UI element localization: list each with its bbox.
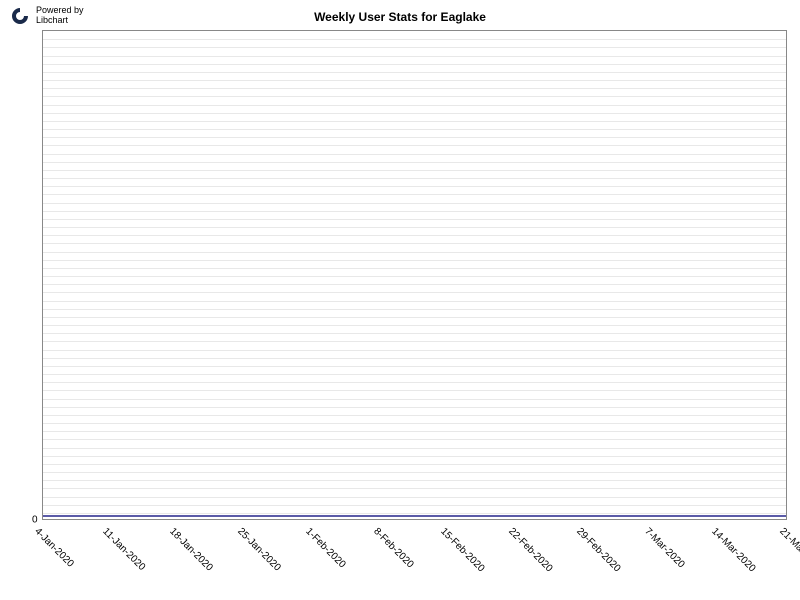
grid-line <box>43 390 786 391</box>
grid-line <box>43 301 786 302</box>
data-line <box>43 515 786 517</box>
grid-line <box>43 407 786 408</box>
grid-line <box>43 284 786 285</box>
x-tick-label: 25-Jan-2020 <box>235 526 282 573</box>
grid-line <box>43 80 786 81</box>
x-tick-label: 11-Jan-2020 <box>100 526 147 573</box>
grid-line <box>43 488 786 489</box>
grid-line <box>43 178 786 179</box>
grid-line <box>43 505 786 506</box>
logo-block: Powered by Libchart <box>10 6 84 26</box>
grid-line <box>43 513 786 514</box>
grid-line <box>43 366 786 367</box>
grid-line <box>43 480 786 481</box>
grid-line <box>43 317 786 318</box>
grid-line <box>43 423 786 424</box>
libchart-logo-icon <box>10 6 30 26</box>
x-tick-label: 1-Feb-2020 <box>303 526 347 570</box>
grid-line <box>43 431 786 432</box>
x-tick-label: 18-Jan-2020 <box>168 526 215 573</box>
plot-container <box>42 30 787 520</box>
grid-line <box>43 72 786 73</box>
logo-libname: Libchart <box>36 16 84 26</box>
grid-line <box>43 96 786 97</box>
grid-line <box>43 39 786 40</box>
grid-line <box>43 219 786 220</box>
grid-line <box>43 341 786 342</box>
grid-line <box>43 464 786 465</box>
grid-line <box>43 382 786 383</box>
grid-line <box>43 88 786 89</box>
x-tick-label: 15-Feb-2020 <box>439 526 487 574</box>
grid-line <box>43 203 786 204</box>
grid-line <box>43 497 786 498</box>
x-tick-label: 8-Feb-2020 <box>371 526 415 570</box>
plot-area <box>42 30 787 520</box>
x-tick-label: 29-Feb-2020 <box>574 526 622 574</box>
grid-line <box>43 358 786 359</box>
grid-line <box>43 399 786 400</box>
grid-line <box>43 162 786 163</box>
grid-line <box>43 227 786 228</box>
grid-line <box>43 64 786 65</box>
grid-line <box>43 170 786 171</box>
grid-line <box>43 448 786 449</box>
x-tick-label: 14-Mar-2020 <box>709 526 757 574</box>
grid-line <box>43 472 786 473</box>
chart-title: Weekly User Stats for Eaglake <box>314 10 486 24</box>
grid-line <box>43 113 786 114</box>
grid-line <box>43 121 786 122</box>
grid-line <box>43 260 786 261</box>
grid-line <box>43 47 786 48</box>
grid-line <box>43 325 786 326</box>
grid-line <box>43 56 786 57</box>
x-labels: 4-Jan-202011-Jan-202018-Jan-202025-Jan-2… <box>42 522 787 592</box>
grid-line <box>43 105 786 106</box>
grid-line <box>43 415 786 416</box>
grid-line <box>43 309 786 310</box>
x-tick-label: 22-Feb-2020 <box>506 526 554 574</box>
grid-line <box>43 194 786 195</box>
grid-line <box>43 333 786 334</box>
grid-line <box>43 350 786 351</box>
grid-line <box>43 276 786 277</box>
grid-line <box>43 154 786 155</box>
grid-line <box>43 374 786 375</box>
grid-line <box>43 252 786 253</box>
x-tick-label: 7-Mar-2020 <box>642 526 686 570</box>
grid-line <box>43 211 786 212</box>
grid-line <box>43 186 786 187</box>
logo-text: Powered by Libchart <box>36 6 84 26</box>
grid-line <box>43 456 786 457</box>
grid-line <box>43 292 786 293</box>
y-tick-label: 0 <box>32 515 38 526</box>
grid-line <box>43 145 786 146</box>
grid-line <box>43 235 786 236</box>
grid-line <box>43 129 786 130</box>
x-tick-label: 21-Mar-2020 <box>777 526 800 574</box>
grid-line <box>43 439 786 440</box>
grid-line <box>43 137 786 138</box>
x-tick-label: 4-Jan-2020 <box>32 526 76 570</box>
grid-line <box>43 243 786 244</box>
grid-line <box>43 268 786 269</box>
